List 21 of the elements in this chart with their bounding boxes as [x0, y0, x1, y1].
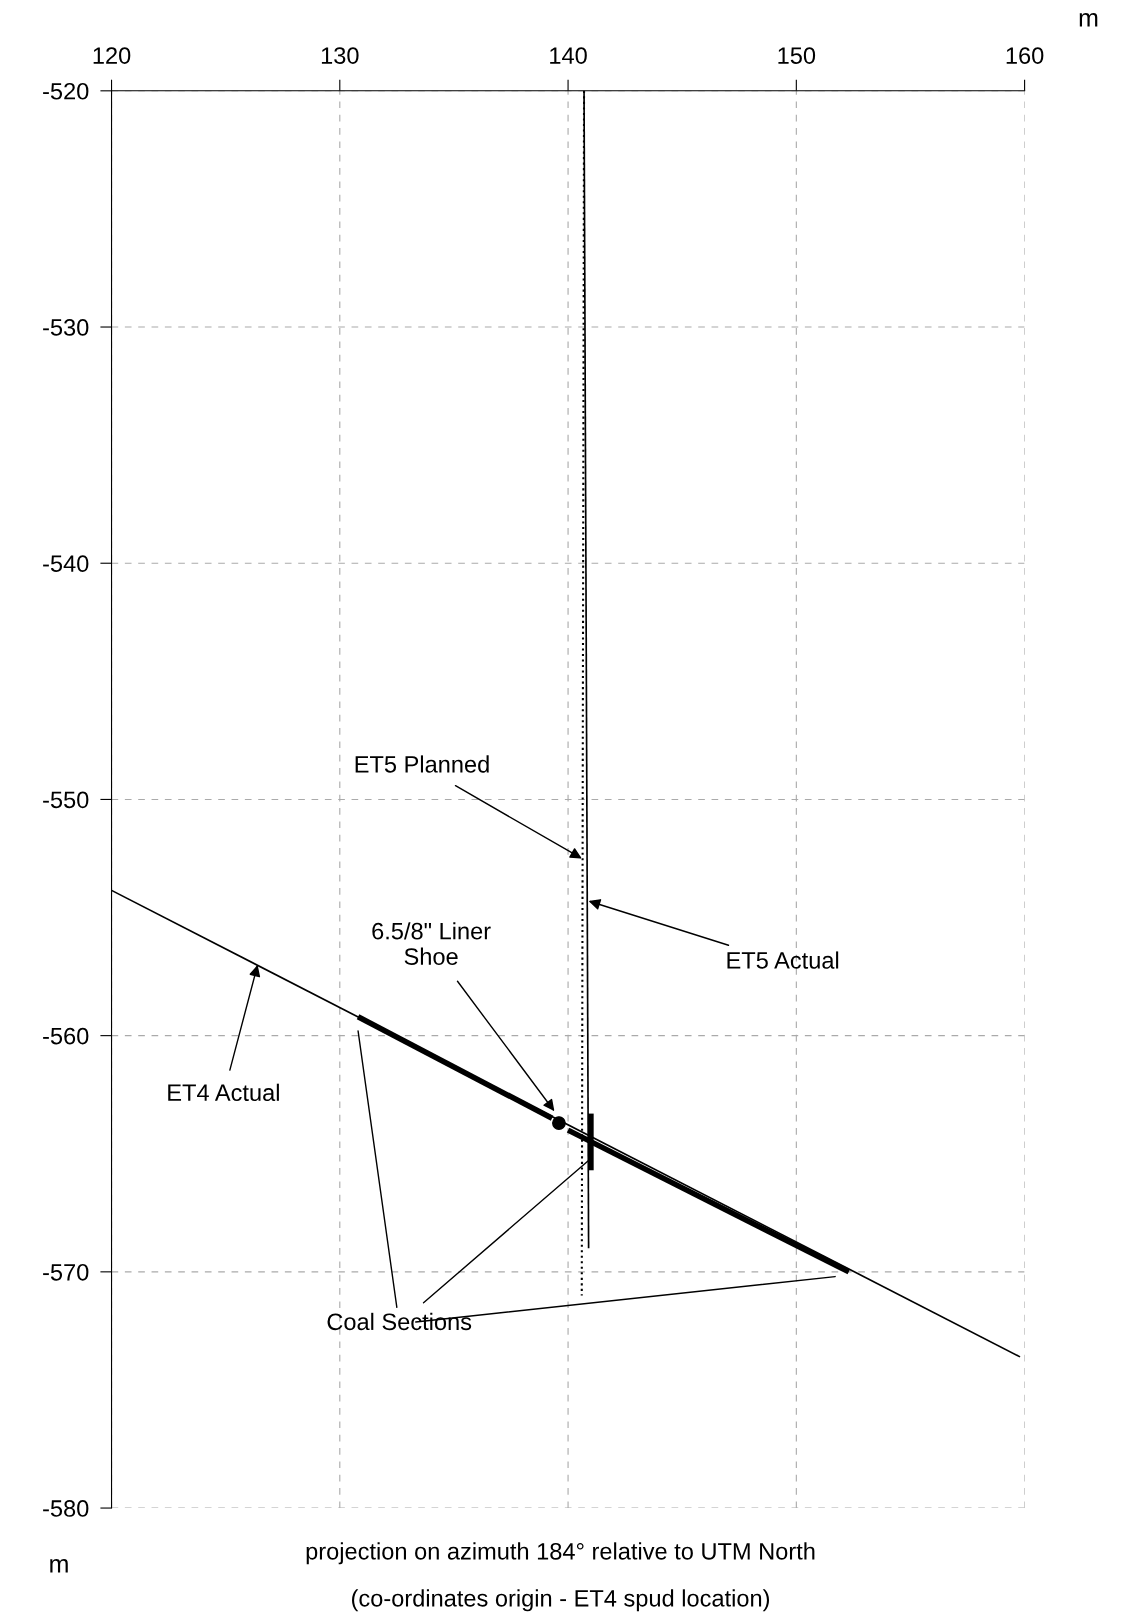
x-tick-label: 120 [93, 47, 131, 64]
x-tick-label: 150 [778, 47, 816, 64]
annotation: Coal Sections [327, 1312, 472, 1331]
x-tick-label: 140 [550, 47, 587, 64]
y-axis-title: m [50, 1559, 68, 1573]
y-tick-label: -520 [43, 82, 89, 100]
y-tick-label: -540 [43, 555, 89, 573]
text: (co-ordinates origin - ET4 spud location) [352, 1589, 770, 1612]
y-tick-label: -580 [43, 1500, 89, 1517]
annotation: ET5 Actual [727, 951, 839, 969]
y-tick-label: -530 [43, 319, 89, 336]
x-tick-label: 160 [1006, 47, 1044, 64]
x-tick-label: 130 [321, 47, 359, 64]
annotation: 6.5/8" Liner Shoe [372, 922, 491, 965]
y-tick-label: -570 [43, 1263, 89, 1281]
y-tick-label: -550 [43, 791, 89, 809]
text: projection on azimuth 184° relative to UTM North [306, 1542, 815, 1565]
y-tick-label: -560 [43, 1027, 89, 1045]
annotation: ET4 Actual [168, 1083, 279, 1102]
x-axis-title: m [1079, 12, 1098, 27]
annotation: ET5 Planned [355, 755, 489, 773]
